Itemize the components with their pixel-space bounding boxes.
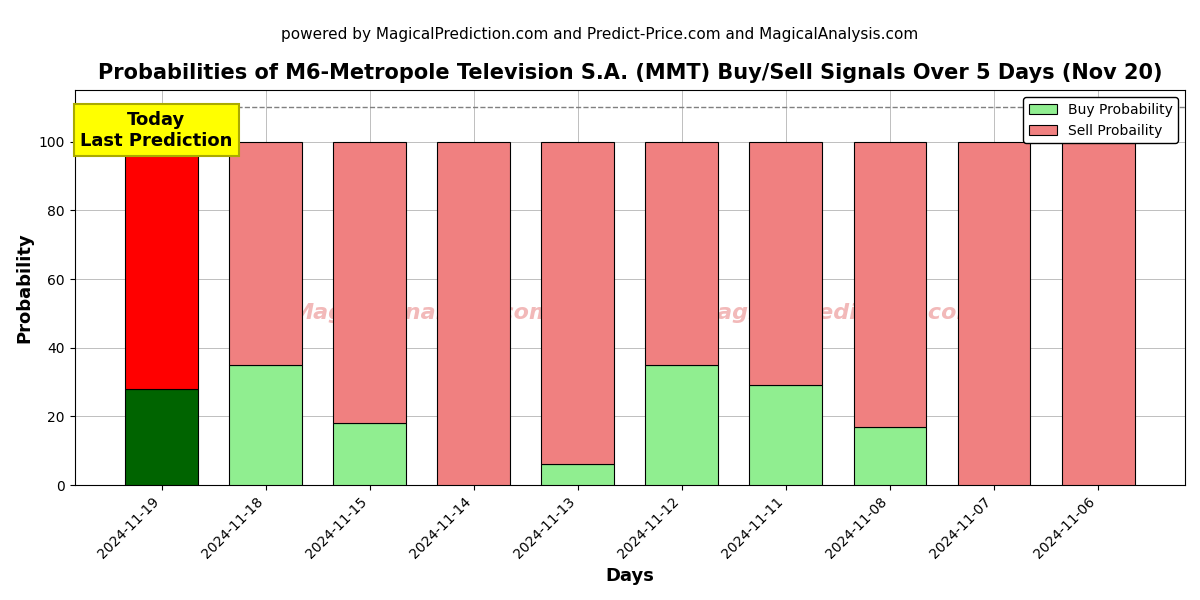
Bar xyxy=(541,142,614,464)
Text: Today
Last Prediction: Today Last Prediction xyxy=(80,111,233,149)
Title: Probabilities of M6-Metropole Television S.A. (MMT) Buy/Sell Signals Over 5 Days: Probabilities of M6-Metropole Television… xyxy=(97,63,1162,83)
Bar xyxy=(958,142,1031,485)
Y-axis label: Probability: Probability xyxy=(16,232,34,343)
Bar xyxy=(334,423,406,485)
Bar xyxy=(125,142,198,389)
Legend: Buy Probability, Sell Probaility: Buy Probability, Sell Probaility xyxy=(1024,97,1178,143)
Bar xyxy=(646,365,719,485)
Bar xyxy=(437,142,510,485)
Bar xyxy=(229,142,302,365)
Bar xyxy=(1062,142,1134,485)
Text: powered by MagicalPrediction.com and Predict-Price.com and MagicalAnalysis.com: powered by MagicalPrediction.com and Pre… xyxy=(281,27,919,42)
Bar xyxy=(853,142,926,427)
Bar xyxy=(125,389,198,485)
Bar xyxy=(646,142,719,365)
Bar xyxy=(750,142,822,385)
Bar xyxy=(750,385,822,485)
X-axis label: Days: Days xyxy=(605,567,654,585)
Text: MagicalPrediction.com: MagicalPrediction.com xyxy=(696,304,980,323)
Bar xyxy=(853,427,926,485)
Bar xyxy=(541,464,614,485)
Text: MagicalAnalysis.com: MagicalAnalysis.com xyxy=(292,304,552,323)
Bar xyxy=(334,142,406,423)
Bar xyxy=(229,365,302,485)
